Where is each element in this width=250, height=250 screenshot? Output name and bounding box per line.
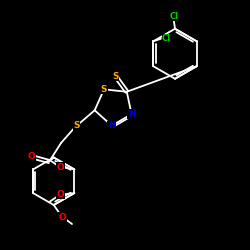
- Text: S: S: [101, 85, 107, 94]
- Text: S: S: [74, 121, 80, 130]
- Text: O: O: [57, 190, 64, 199]
- Text: N: N: [108, 121, 116, 130]
- Text: O: O: [58, 212, 66, 222]
- Text: Cl: Cl: [169, 12, 178, 21]
- Text: N: N: [128, 110, 136, 119]
- Text: Cl: Cl: [162, 34, 171, 43]
- Text: S: S: [112, 72, 119, 81]
- Text: O: O: [28, 152, 36, 161]
- Text: O: O: [57, 163, 64, 172]
